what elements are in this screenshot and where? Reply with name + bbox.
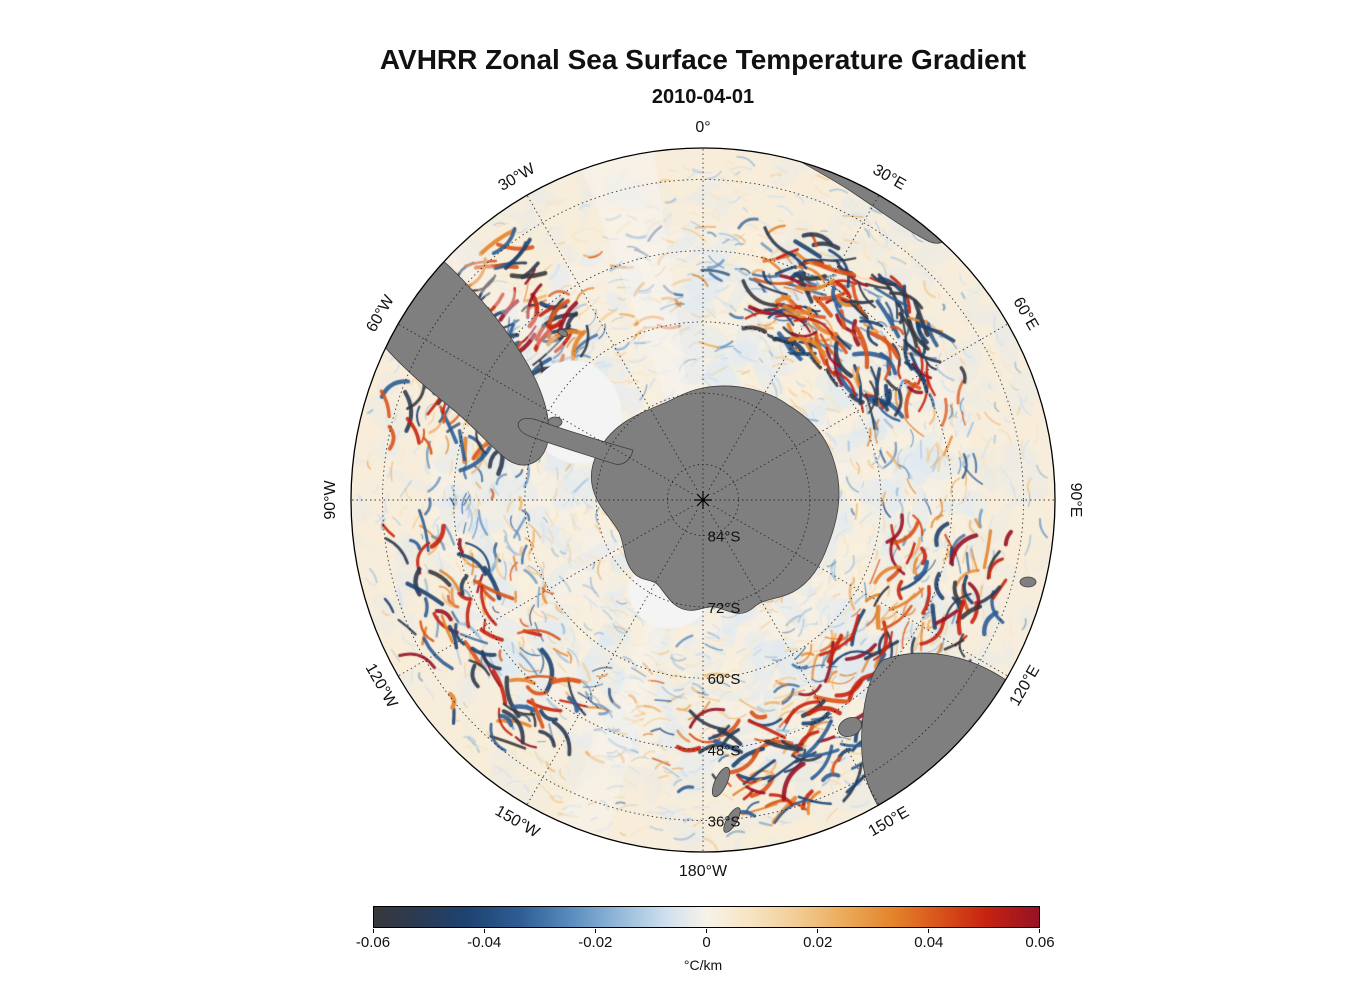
colorbar-tick-label: 0 bbox=[702, 934, 711, 951]
latitude-label-36s: 36°S bbox=[708, 813, 741, 830]
colorbar-tick bbox=[595, 929, 596, 933]
figure-date-subtitle: 2010-04-01 bbox=[651, 86, 755, 108]
africa-landmass bbox=[770, 148, 949, 244]
colorbar-tick-label: -0.04 bbox=[467, 934, 502, 951]
pole-marker bbox=[694, 491, 712, 509]
south-america-landmass bbox=[351, 235, 550, 466]
polar-map-svg: 0° 30°E 60°E 90°E 120°E 150°E 180°W 150°… bbox=[323, 120, 1083, 880]
colorbar-tick bbox=[373, 929, 374, 933]
colorbar-unit-label: °C/km bbox=[683, 957, 723, 973]
colorbar-tick-label: 0.04 bbox=[914, 934, 944, 951]
latitude-labels: 84°S 72°S 60°S 48°S 36°S bbox=[708, 529, 741, 831]
colorbar-tick-label: 0.06 bbox=[1025, 934, 1055, 951]
map-boundary-circle bbox=[350, 147, 1056, 853]
colorbar-gradient bbox=[373, 906, 1040, 928]
south-georgia-island bbox=[557, 329, 569, 337]
colorbar-tick-labels: -0.06 -0.04 -0.02 0 0.02 0.04 0.06 bbox=[356, 934, 1055, 954]
australia-landmass bbox=[861, 652, 1055, 852]
meridian-label-60w: 60°W bbox=[363, 292, 398, 335]
colorbar-tick bbox=[706, 929, 707, 933]
colorbar-tick bbox=[817, 929, 818, 933]
latitude-label-60s: 60°S bbox=[708, 671, 741, 688]
meridian-label-150w: 150°W bbox=[492, 803, 543, 842]
colorbar-tick-label: -0.02 bbox=[578, 934, 613, 951]
meridian-label-60e: 60°E bbox=[1009, 295, 1041, 334]
meridian-label-90w: 90°W bbox=[323, 479, 339, 519]
colorbar-tick bbox=[1039, 929, 1040, 933]
latitude-label-72s: 72°S bbox=[708, 600, 741, 617]
latitude-label-84s: 84°S bbox=[708, 529, 741, 546]
colorbar-tick bbox=[928, 929, 929, 933]
antarctic-peninsula bbox=[517, 417, 634, 465]
colorbar-tick-label: 0.02 bbox=[803, 934, 833, 951]
landmasses bbox=[351, 148, 1055, 852]
figure-title: AVHRR Zonal Sea Surface Temperature Grad… bbox=[379, 44, 1027, 75]
meridian-label-30w: 30°W bbox=[496, 160, 539, 195]
polar-map: 0° 30°E 60°E 90°E 120°E 150°E 180°W 150°… bbox=[323, 120, 1083, 880]
meridian-label-90e: 90°E bbox=[1067, 483, 1083, 518]
meridian-label-0: 0° bbox=[695, 120, 710, 136]
colorbar-tick bbox=[484, 929, 485, 933]
colorbar-tick-label: -0.06 bbox=[355, 934, 391, 951]
latitude-label-48s: 48°S bbox=[708, 742, 741, 759]
new-zealand-south-island bbox=[723, 807, 741, 833]
meridian-label-30e: 30°E bbox=[870, 161, 909, 193]
tasmania-landmass bbox=[838, 716, 862, 738]
new-zealand-north-island bbox=[711, 766, 731, 798]
kerguelen-island bbox=[1019, 576, 1037, 588]
meridian-label-180w: 180°W bbox=[679, 863, 728, 880]
meridian-label-120w: 120°W bbox=[362, 661, 401, 712]
